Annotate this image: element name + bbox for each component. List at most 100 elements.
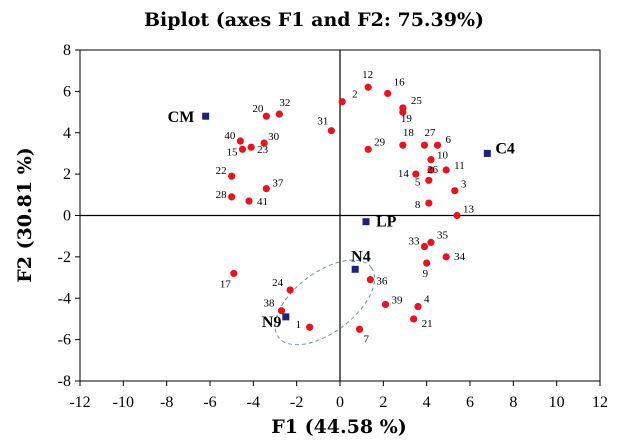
observation-point [442,166,450,174]
y-tick-label: -4 [58,290,71,307]
observation-label: 8 [415,199,421,211]
observation-label: 16 [394,76,406,88]
variable-marker [362,218,370,226]
observation-label: 18 [403,127,415,139]
observation-label: 38 [264,298,276,310]
x-tick-label: -8 [160,394,173,411]
observation-label: 9 [423,268,429,280]
observation-point [433,141,442,149]
observation-point [442,253,450,261]
observation-label: 4 [424,294,430,306]
y-tick-label: 0 [63,208,71,225]
observation-label: 28 [216,189,228,201]
observation-label: 15 [227,146,239,158]
observation-point [381,300,390,309]
x-tick-label: 12 [592,394,608,411]
y-tick-label: 4 [63,125,71,142]
x-tick-label: 6 [466,394,474,411]
variable-label: CM [168,109,195,126]
observation-label: 37 [272,178,284,190]
plot-area: -12 -10 -8 -6 -4 -2 0 2 4 6 8 10 12-8-6-4-2024681234… [58,42,608,411]
x-axis-label: F1 (44.58 %) [271,416,406,438]
x-tick-label: 8 [509,394,517,411]
y-tick-label: 2 [63,166,71,183]
observation-point [306,323,314,331]
observation-point [228,172,236,180]
observation-point [427,238,435,246]
observation-point [410,315,418,323]
observation-point [399,104,407,112]
x-tick-label: -6 [203,394,216,411]
observation-point [260,139,268,147]
variable-label: N4 [351,248,371,265]
observation-label: 25 [411,95,423,107]
variable-marker [351,265,359,273]
observation-point [236,137,244,145]
variable-label: C4 [495,140,515,157]
observation-point [364,83,372,91]
observation-point [366,276,374,284]
observation-label: 29 [374,136,386,148]
observation-label: 17 [220,278,232,290]
observation-point [425,199,433,207]
cluster-ellipse [274,259,376,346]
observation-label: 12 [362,69,373,81]
observation-point [262,185,270,193]
observation-label: 22 [216,165,227,177]
observation-label: 31 [317,116,328,128]
y-tick-label: 8 [63,42,71,59]
x-tick-label: -2 [290,394,303,411]
observation-point [453,211,461,220]
observation-point [228,193,236,201]
x-tick-label: 10 [549,394,565,411]
observation-label: 5 [415,176,421,188]
x-tick-label: 0 [336,394,344,411]
y-tick-label: -6 [58,332,71,349]
y-axis-label: F2 (30.81 %) [14,147,36,282]
observation-point [245,197,253,205]
observation-label: 41 [257,196,268,208]
observation-label: 40 [224,130,236,142]
observation-point [338,98,346,106]
observation-label: 6 [446,134,452,146]
observation-label: 13 [463,204,475,216]
x-tick-label: 2 [379,394,387,411]
observation-label: 30 [268,131,280,143]
observation-point [427,166,435,174]
y-tick-label: 6 [63,83,71,100]
observation-point [277,307,286,315]
observation-label: 7 [364,333,370,345]
observation-point [420,242,429,251]
observation-label: 2 [352,89,358,101]
observation-label: 11 [454,160,465,172]
observation-point [420,141,429,149]
observation-point [286,286,294,294]
variable-label: N9 [262,314,282,331]
observation-point [327,127,335,135]
observation-point [355,325,364,333]
observation-point [384,89,392,98]
variable-marker [202,112,210,120]
observation-label: 24 [272,277,284,289]
observation-point [364,145,372,153]
observation-label: 20 [252,103,263,115]
observation-label: 14 [398,168,410,180]
x-tick-label: -4 [247,394,260,411]
observation-point [275,110,283,118]
observation-label: 34 [454,251,466,263]
observation-label: 32 [279,97,290,109]
x-tick-label: -12 [69,394,90,411]
y-tick-label: -2 [58,249,71,266]
observation-label: 1 [296,319,302,331]
observation-label: 19 [401,113,413,125]
observation-label: 10 [437,150,449,162]
observation-point [262,112,270,120]
variable-marker [483,149,491,157]
y-tick-label: -8 [58,373,71,390]
observation-label: 26 [427,164,439,176]
observation-label: 23 [257,144,269,156]
observation-point [238,145,247,153]
x-tick-label: 4 [423,394,431,411]
observation-point [451,187,459,195]
